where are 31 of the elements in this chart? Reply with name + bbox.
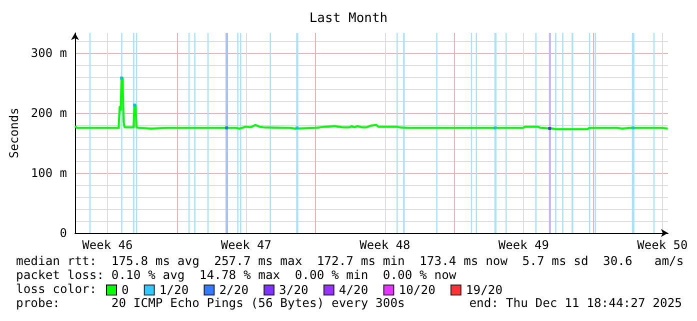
text: end: Thu Dec 11 18:44:27 2025 bbox=[469, 296, 682, 310]
x-tick-label: Week 49 bbox=[498, 238, 549, 252]
legend-label: 4/20 bbox=[338, 283, 368, 297]
legend-label: 0 bbox=[122, 283, 129, 297]
point bbox=[494, 126, 497, 130]
text: median rtt: 175.8 ms avg 257.7 ms max 172.7 ms min 173.4 ms now 5.7 ms sd 30.6 am/s bbox=[16, 254, 684, 268]
legend-label: 3/20 bbox=[279, 283, 308, 297]
y-tick-label: 0 bbox=[60, 226, 68, 240]
y-axis-title: Seconds bbox=[7, 108, 21, 158]
point bbox=[548, 126, 552, 130]
text: loss color: bbox=[16, 282, 97, 296]
text: probe: 20 ICMP Echo Pings (56 Bytes) every 300s bbox=[16, 296, 405, 310]
legend-label: 1/20 bbox=[159, 283, 189, 297]
legend-label: 10/20 bbox=[398, 283, 436, 297]
x-tick-label: Week 48 bbox=[360, 238, 410, 252]
line-series bbox=[74, 77, 669, 130]
point bbox=[295, 126, 298, 130]
legend-label: 19/20 bbox=[466, 283, 503, 297]
x-tick-label: Week 47 bbox=[220, 238, 272, 252]
y-tick-label: 300 m bbox=[30, 46, 68, 60]
legend-label: 2/20 bbox=[219, 283, 249, 297]
point bbox=[631, 126, 634, 130]
text: packet loss: 0.10 % avg 14.78 % max 0.00 % min 0.00 % now bbox=[16, 268, 456, 282]
chart-title: Last Month bbox=[309, 11, 388, 26]
y-tick-label: 100 m bbox=[30, 166, 68, 180]
point bbox=[120, 76, 123, 80]
x-tick-label: Week 50 bbox=[637, 238, 688, 252]
point bbox=[225, 126, 228, 130]
x-tick-label: Week 46 bbox=[82, 238, 133, 252]
point bbox=[133, 104, 136, 107]
y-tick-label: 200 m bbox=[30, 106, 68, 120]
